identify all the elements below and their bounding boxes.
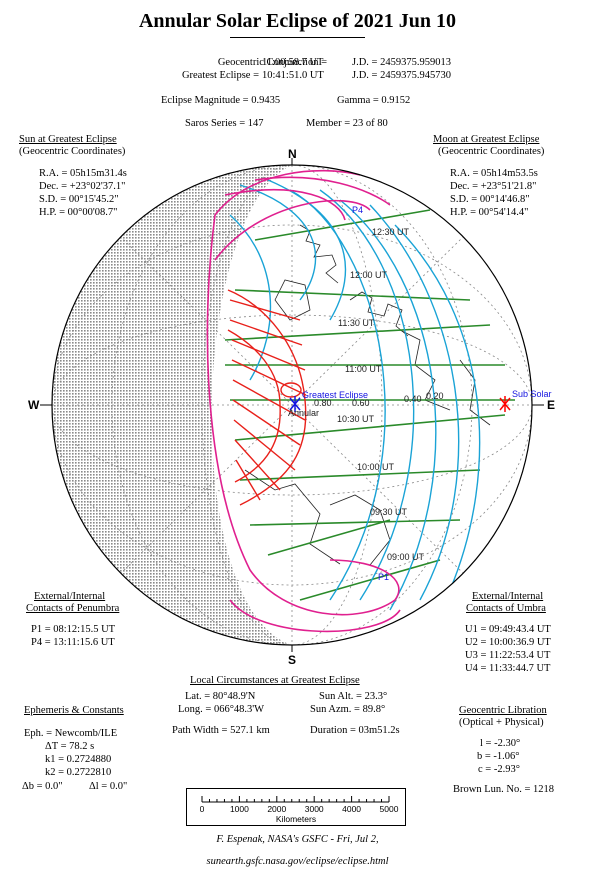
libration-sub: (Optical + Physical) xyxy=(459,717,544,728)
west-label: W xyxy=(28,398,40,412)
conjunction-time-val: 11:00:58.7 UT xyxy=(262,57,324,68)
sun-dec: Dec. = +23°02'37.1" xyxy=(39,181,126,192)
moon-ra: R.A. = 05h14m53.5s xyxy=(450,168,538,179)
credit-line-1: F. Espenak, NASA's GSFC - Fri, Jul 2, xyxy=(216,834,379,845)
umbra-u3: U3 = 11:22:53.4 UT xyxy=(465,650,551,661)
ephemeris-k1: k1 = 0.2724880 xyxy=(45,754,112,765)
scale-tick-label: 0 xyxy=(200,804,205,814)
south-label: S xyxy=(288,653,296,667)
sun-subheading: (Geocentric Coordinates) xyxy=(19,146,126,157)
scale-tick-label: 1000 xyxy=(230,804,249,814)
umbra-heading-1: External/Internal xyxy=(472,591,544,602)
magnitude-label: 0.40 xyxy=(404,394,422,404)
local-heading: Local Circumstances at Greatest Eclipse xyxy=(190,675,360,686)
scale-tick-label: 2000 xyxy=(267,804,286,814)
p4-label: P4 xyxy=(352,205,363,215)
time-label: 11:00 UT xyxy=(345,364,382,374)
sub-solar-label: Sub Solar xyxy=(512,389,552,399)
penumbra-p1: P1 = 08:12:15.5 UT xyxy=(31,624,116,635)
time-labels: 12:30 UT 12:00 UT 11:30 UT 11:00 UT 10:30 UT… xyxy=(337,227,425,562)
umbra-u2: U2 = 10:00:36.9 UT xyxy=(465,637,551,648)
saros-member: Member = 23 of 80 xyxy=(306,118,388,129)
title-rule xyxy=(230,37,365,38)
graticule xyxy=(52,165,532,645)
ephemeris-dl: Δl = 0.0" xyxy=(89,781,128,792)
night-side-limb xyxy=(52,175,240,640)
libration-l: l = -2.30° xyxy=(480,738,521,749)
local-sun-azm: Sun Azm. = 89.8° xyxy=(310,704,386,715)
libration-heading: Geocentric Libration xyxy=(459,705,547,716)
magnitude-label: 0.80 xyxy=(314,398,332,408)
eclipse-magnitude: Eclipse Magnitude = 0.9435 xyxy=(161,95,281,106)
scale-tick-label: 4000 xyxy=(342,804,361,814)
credit-line-2: sunearth.gsfc.nasa.gov/eclipse/eclipse.h… xyxy=(206,856,389,867)
conjunction-label: Geocentric Conjunction = xyxy=(217,57,327,68)
magnitude-label: 0.60 xyxy=(352,398,370,408)
time-label: 09:30 UT xyxy=(370,507,408,517)
penumbra-p4: P4 = 13:11:15.6 UT xyxy=(31,637,115,648)
sub-solar-marker xyxy=(499,396,511,412)
sun-hp: H.P. = 00°00'08.7" xyxy=(39,207,118,218)
penumbra-heading-1: External/Internal xyxy=(34,591,106,602)
time-label: 12:00 UT xyxy=(350,270,388,280)
magnitude-labels: 0.80 0.60 0.40 0.20 xyxy=(314,391,444,408)
moon-subheading: (Geocentric Coordinates) xyxy=(438,146,545,157)
scale-unit: Kilometers xyxy=(276,814,316,824)
libration-brown: Brown Lun. No. = 1218 xyxy=(453,784,555,795)
ephemeris-heading: Ephemeris & Constants xyxy=(24,705,124,716)
sun-heading: Sun at Greatest Eclipse xyxy=(19,134,117,145)
scale-tick-label: 5000 xyxy=(380,804,399,814)
time-label: 10:00 UT xyxy=(357,462,395,472)
moon-heading: Moon at Greatest Eclipse xyxy=(433,134,540,145)
greatest-eclipse-marker xyxy=(289,396,301,412)
scale-tick-label: 3000 xyxy=(305,804,324,814)
moon-hp: H.P. = 00°54'14.4" xyxy=(450,207,529,218)
annular-path xyxy=(227,289,307,506)
east-label: E xyxy=(547,398,555,412)
greatest-eclipse-jd: J.D. = 2459375.945730 xyxy=(352,70,451,81)
time-label: 12:30 UT xyxy=(372,227,410,237)
globe-outline xyxy=(51,164,533,646)
ephemeris-db: Δb = 0.0" xyxy=(22,781,63,792)
moon-sd: S.D. = 00°14'46.8" xyxy=(450,194,530,205)
gamma: Gamma = 0.9152 xyxy=(337,95,411,106)
ephemeris-k2: k2 = 0.2722810 xyxy=(45,767,112,778)
moon-dec: Dec. = +23°51'21.8" xyxy=(450,181,537,192)
local-lat: Lat. = 80°48.9'N xyxy=(185,691,256,702)
time-label: 10:30 UT xyxy=(337,414,375,424)
sun-ra: R.A. = 05h15m31.4s xyxy=(39,168,127,179)
time-label: 11:30 UT xyxy=(338,318,375,328)
page-title: Annular Solar Eclipse of 2021 Jun 10 xyxy=(138,10,457,32)
greatest-eclipse-label: Greatest Eclipse xyxy=(302,390,368,400)
umbra-heading-2: Contacts of Umbra xyxy=(466,603,546,614)
libration-b: b = -1.06° xyxy=(477,751,520,762)
penumbra-limits xyxy=(206,169,401,633)
greatest-eclipse-label: Greatest Eclipse = xyxy=(181,70,259,81)
p1-label: P1 xyxy=(378,572,389,582)
umbra-u4: U4 = 11:33:44.7 UT xyxy=(465,663,551,674)
conjunction-jd: J.D. = 2459375.959013 xyxy=(352,57,451,68)
ephemeris-dt: ΔT = 78.2 s xyxy=(45,741,95,752)
local-long: Long. = 066°48.3'W xyxy=(178,704,265,715)
magnitude-label: 0.20 xyxy=(426,391,444,401)
greatest-eclipse-time: 10:41:51.0 UT xyxy=(262,70,324,81)
penumbra-heading-2: Contacts of Penumbra xyxy=(26,603,120,614)
umbra-u1: U1 = 09:49:43.4 UT xyxy=(465,624,551,635)
local-duration: Duration = 03m51.2s xyxy=(310,725,400,736)
time-label: 09:00 UT xyxy=(387,552,425,562)
scale-bar: 0 1000 2000 3000 4000 5000 Kilometers xyxy=(186,788,406,826)
ephemeris-eph: Eph. = Newcomb/ILE xyxy=(24,728,118,739)
north-label: N xyxy=(288,147,297,161)
saros-series: Saros Series = 147 xyxy=(185,118,264,129)
local-path-width: Path Width = 527.1 km xyxy=(172,725,270,736)
libration-c: c = -2.93° xyxy=(478,764,520,775)
sun-sd: S.D. = 00°15'45.2" xyxy=(39,194,119,205)
local-sun-alt: Sun Alt. = 23.3° xyxy=(319,691,388,702)
time-lines xyxy=(229,179,481,611)
annular-label: Annular xyxy=(288,408,319,418)
